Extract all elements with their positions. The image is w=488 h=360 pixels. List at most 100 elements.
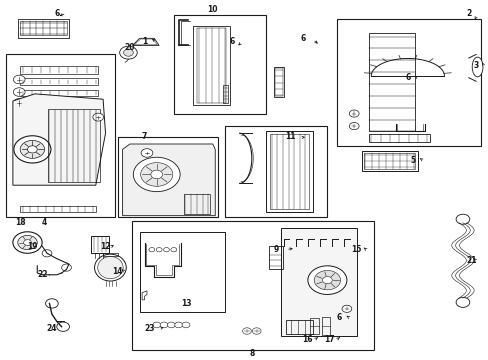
Circle shape: [93, 113, 103, 121]
Circle shape: [18, 235, 37, 250]
Circle shape: [13, 75, 25, 84]
Circle shape: [20, 140, 44, 158]
Text: 6: 6: [336, 313, 342, 322]
Bar: [222, 85, 228, 103]
Text: 6: 6: [54, 9, 59, 18]
Text: 3: 3: [472, 61, 478, 70]
Text: 22: 22: [37, 270, 47, 279]
Bar: [269, 134, 308, 209]
Circle shape: [57, 322, 69, 331]
Circle shape: [120, 46, 137, 59]
Bar: [268, 246, 282, 269]
Bar: [20, 66, 98, 74]
Bar: [193, 26, 229, 105]
Polygon shape: [13, 94, 105, 185]
Text: 6: 6: [300, 34, 305, 43]
Text: 18: 18: [15, 218, 25, 227]
Bar: [321, 318, 330, 334]
Circle shape: [455, 297, 469, 307]
Ellipse shape: [98, 256, 123, 279]
Circle shape: [167, 322, 175, 328]
Text: 16: 16: [302, 335, 312, 344]
Bar: [20, 90, 98, 96]
Text: 10: 10: [207, 5, 218, 14]
Text: 7: 7: [142, 132, 147, 141]
Text: 12: 12: [100, 242, 111, 251]
Bar: [20, 22, 66, 35]
Bar: [183, 194, 210, 214]
Text: 13: 13: [181, 299, 191, 308]
Circle shape: [348, 122, 358, 130]
Bar: [18, 19, 69, 38]
Text: 19: 19: [27, 242, 38, 251]
Bar: [5, 54, 115, 217]
Bar: [224, 126, 327, 217]
Text: 5: 5: [409, 156, 414, 165]
Bar: [197, 28, 226, 103]
Circle shape: [13, 99, 25, 107]
Bar: [48, 109, 100, 182]
Bar: [310, 318, 319, 334]
Circle shape: [182, 322, 189, 328]
Circle shape: [174, 322, 182, 328]
Circle shape: [160, 322, 167, 328]
Text: 11: 11: [285, 132, 295, 141]
Text: 17: 17: [324, 335, 334, 344]
Circle shape: [455, 214, 469, 224]
Text: 15: 15: [351, 245, 361, 254]
Circle shape: [348, 110, 358, 117]
Text: 23: 23: [144, 324, 154, 333]
Bar: [266, 131, 312, 212]
Bar: [285, 320, 312, 334]
Text: 6: 6: [229, 37, 234, 46]
Bar: [140, 232, 224, 312]
Circle shape: [170, 248, 176, 252]
Text: 6: 6: [405, 73, 409, 82]
Bar: [91, 236, 109, 253]
Text: 20: 20: [124, 43, 135, 52]
Circle shape: [149, 248, 155, 252]
Text: 14: 14: [112, 267, 122, 276]
Bar: [368, 33, 414, 131]
Circle shape: [27, 146, 37, 153]
Bar: [273, 67, 284, 98]
Circle shape: [141, 163, 172, 186]
Polygon shape: [142, 291, 147, 300]
Circle shape: [45, 299, 58, 308]
Circle shape: [61, 264, 71, 271]
Bar: [173, 15, 266, 113]
Circle shape: [242, 328, 251, 334]
Circle shape: [252, 328, 261, 334]
Circle shape: [14, 136, 51, 163]
Bar: [363, 153, 414, 169]
Bar: [20, 206, 96, 212]
Circle shape: [141, 149, 153, 157]
Bar: [103, 253, 118, 256]
Circle shape: [314, 270, 340, 290]
Polygon shape: [132, 38, 159, 45]
Circle shape: [13, 232, 42, 253]
Bar: [118, 137, 217, 217]
Circle shape: [153, 322, 160, 328]
Text: 2: 2: [465, 9, 470, 18]
Text: 24: 24: [46, 324, 57, 333]
Bar: [132, 221, 373, 350]
Text: 1: 1: [142, 37, 147, 46]
Circle shape: [23, 240, 31, 246]
Circle shape: [13, 88, 25, 96]
Circle shape: [42, 250, 52, 257]
Ellipse shape: [471, 57, 482, 77]
Circle shape: [156, 248, 162, 252]
Text: 21: 21: [465, 256, 475, 265]
Text: 9: 9: [273, 245, 278, 254]
Circle shape: [163, 248, 169, 252]
Circle shape: [133, 157, 180, 192]
Circle shape: [151, 170, 162, 179]
Polygon shape: [122, 144, 215, 216]
Bar: [368, 134, 429, 142]
Ellipse shape: [94, 254, 126, 281]
Circle shape: [123, 49, 133, 56]
Text: 8: 8: [248, 349, 254, 358]
Bar: [336, 19, 480, 146]
Circle shape: [322, 276, 331, 284]
